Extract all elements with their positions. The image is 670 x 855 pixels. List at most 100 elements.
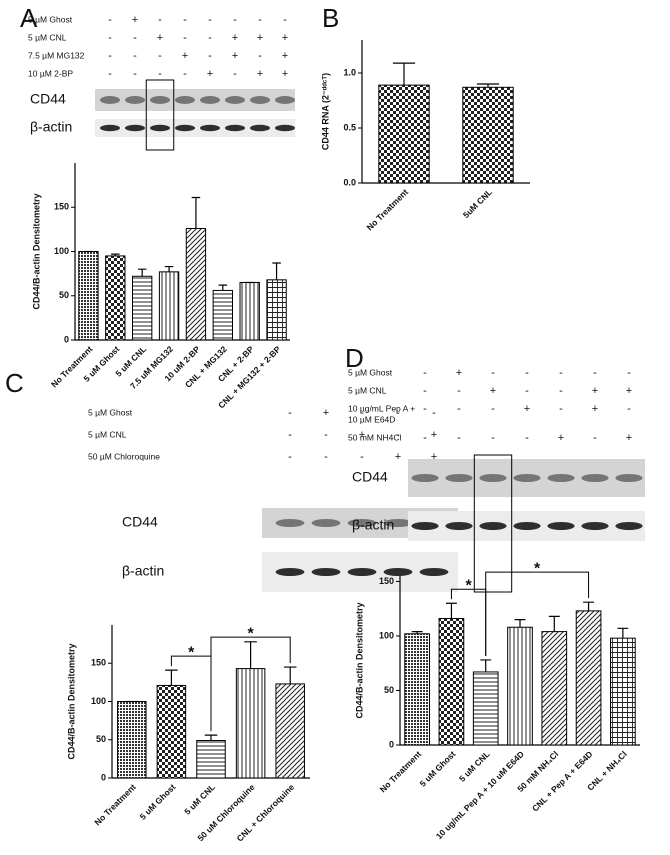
treatment-sign: -	[288, 451, 292, 463]
blot-band	[225, 124, 245, 132]
treatment-sign: -	[108, 14, 112, 26]
blot-band	[275, 96, 295, 104]
blot-band	[311, 568, 341, 576]
bar	[462, 86, 514, 184]
y-tick-label: 150	[379, 576, 394, 586]
error-bar	[411, 631, 423, 634]
treatment-sign: +	[282, 50, 288, 62]
bar	[610, 637, 636, 746]
treatment-sign: -	[457, 385, 461, 397]
y-axis-label: CD44 RNA (2⁻ᵈᵈᶜᵀ)	[320, 73, 330, 150]
blot-band	[150, 124, 170, 132]
treatment-sign: -	[593, 432, 597, 444]
significance-label: *	[534, 560, 541, 577]
bar	[185, 227, 207, 341]
y-axis-label: CD44/B-actin Densitometry	[354, 602, 364, 718]
x-tick-label: 5 uM Ghost	[418, 749, 458, 789]
y-tick-label: 0.0	[343, 177, 356, 187]
treatment-label: 5 µM CNL	[28, 32, 67, 42]
treatment-sign: -	[108, 32, 112, 44]
blot-band	[581, 522, 609, 530]
blot-band	[445, 522, 473, 530]
treatment-sign: -	[396, 429, 400, 441]
treatment-sign: +	[395, 451, 401, 463]
blot-band	[479, 474, 507, 482]
treatment-sign: +	[257, 68, 263, 80]
panel-letter: B	[322, 3, 339, 33]
error-bar	[583, 601, 595, 611]
treatment-sign: +	[359, 429, 365, 441]
treatment-sign: -	[627, 367, 631, 379]
treatment-sign: -	[133, 68, 137, 80]
error-bar	[617, 627, 629, 639]
error-bar	[111, 253, 120, 256]
treatment-sign: -	[288, 429, 292, 441]
treatment-sign: -	[158, 50, 162, 62]
x-tick-label: No Treatment	[92, 782, 138, 828]
treatment-sign: +	[431, 429, 437, 441]
y-axis-label: CD44/B-actin Densitometry	[66, 643, 76, 759]
treatment-label: 5 µM Ghost	[88, 407, 133, 417]
treatment-sign: +	[323, 407, 329, 419]
blot-band	[479, 522, 507, 530]
blot-band	[615, 522, 643, 530]
y-tick-label: 50	[59, 290, 69, 300]
error-bar	[548, 615, 560, 632]
treatment-sign: -	[108, 50, 112, 62]
bar	[105, 255, 126, 341]
treatment-sign: +	[157, 32, 163, 44]
bar	[404, 633, 430, 746]
x-tick-label: 5 uM Ghost	[138, 782, 178, 822]
treatment-sign: +	[232, 50, 238, 62]
blot-band	[411, 522, 439, 530]
treatment-sign: +	[182, 50, 188, 62]
treatment-sign: +	[626, 385, 632, 397]
treatment-sign: +	[558, 432, 564, 444]
error-bar	[445, 602, 457, 619]
x-tick-label: No Treatment	[365, 187, 411, 233]
treatment-sign: +	[207, 68, 213, 80]
treatment-sign: -	[423, 367, 427, 379]
blot-band	[615, 474, 643, 482]
bar	[541, 631, 568, 746]
panels: 5 µM Ghost - + - - - - - - 5 µM CNL - - + - - + + +7.5 µM…	[5, 3, 645, 843]
treatment-sign: -	[457, 432, 461, 444]
bar	[235, 668, 266, 779]
treatment-sign: -	[108, 68, 112, 80]
y-tick-label: 0	[389, 739, 394, 749]
y-tick-label: 0	[101, 772, 106, 782]
y-tick-label: 0	[64, 334, 69, 344]
treatment-sign: +	[524, 403, 530, 415]
blot-band	[150, 96, 170, 104]
blot-band	[275, 519, 305, 527]
treatment-sign: -	[593, 367, 597, 379]
blot-band	[419, 568, 449, 576]
treatment-sign: -	[491, 403, 495, 415]
significance-label: *	[465, 577, 472, 594]
bar	[472, 671, 499, 746]
blot-band	[200, 96, 220, 104]
blot-band	[100, 124, 120, 132]
treatment-sign: -	[457, 403, 461, 415]
blot-band	[100, 96, 120, 104]
treatment-sign: +	[490, 385, 496, 397]
blot-band	[125, 96, 145, 104]
treatment-sign: -	[183, 68, 187, 80]
blot-band	[250, 96, 270, 104]
error-bar	[514, 619, 526, 628]
blot-band	[275, 568, 305, 576]
blot-band	[383, 519, 413, 527]
error-bar	[191, 196, 201, 229]
error-bar	[392, 62, 416, 86]
y-axis-label: CD44/B-actin Densitometry	[31, 193, 41, 309]
treatment-sign: -	[158, 68, 162, 80]
y-tick-label: 100	[379, 630, 394, 640]
bar	[575, 610, 602, 746]
treatment-sign: +	[456, 367, 462, 379]
treatment-sign: -	[491, 367, 495, 379]
bar	[78, 251, 99, 341]
error-bar	[476, 83, 500, 88]
treatment-label: 10 µM 2-BP	[28, 68, 73, 78]
treatment-sign: -	[627, 403, 631, 415]
